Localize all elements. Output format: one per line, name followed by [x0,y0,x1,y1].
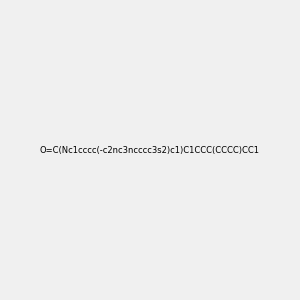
Text: O=C(Nc1cccc(-c2nc3ncccc3s2)c1)C1CCC(CCCC)CC1: O=C(Nc1cccc(-c2nc3ncccc3s2)c1)C1CCC(CCCC… [40,146,260,154]
